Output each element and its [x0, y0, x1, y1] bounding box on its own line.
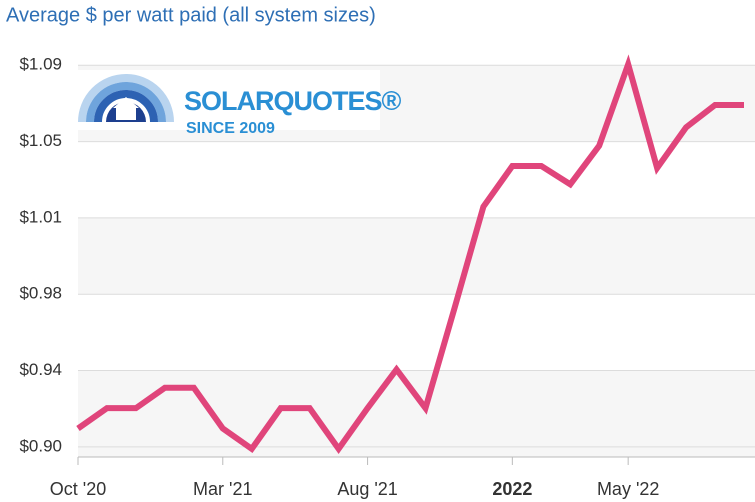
plot-band: [78, 446, 755, 457]
x-tick-label: Aug '21: [337, 479, 398, 499]
logo-name: SOLARQUOTES®: [184, 86, 402, 116]
y-tick-label: $0.90: [19, 436, 62, 455]
x-tick-label: 2022: [492, 479, 532, 499]
plot-bands: [78, 65, 755, 457]
logo-arc: [78, 74, 174, 123]
logo-house: [113, 97, 139, 120]
y-tick-label: $0.98: [19, 284, 62, 303]
data-line: [76, 54, 744, 455]
x-tick-label: Oct '20: [50, 479, 106, 499]
logo-tagline: SINCE 2009: [186, 120, 275, 137]
x-tick-label: Mar '21: [193, 479, 252, 499]
plot-band: [78, 370, 755, 447]
y-tick-label: $0.94: [19, 360, 62, 379]
logo: SOLARQUOTES® SINCE 2009: [78, 70, 403, 137]
x-tick-label: May '22: [597, 479, 659, 499]
logo-arc: [86, 82, 166, 123]
logo-arc: [94, 90, 158, 123]
plot-band: [78, 217, 755, 295]
y-tick-label: $1.01: [19, 207, 62, 226]
y-tick-label: $1.09: [19, 55, 62, 74]
y-tick-label: $1.05: [19, 131, 62, 150]
chart-title: Average $ per watt paid (all system size…: [6, 4, 376, 26]
